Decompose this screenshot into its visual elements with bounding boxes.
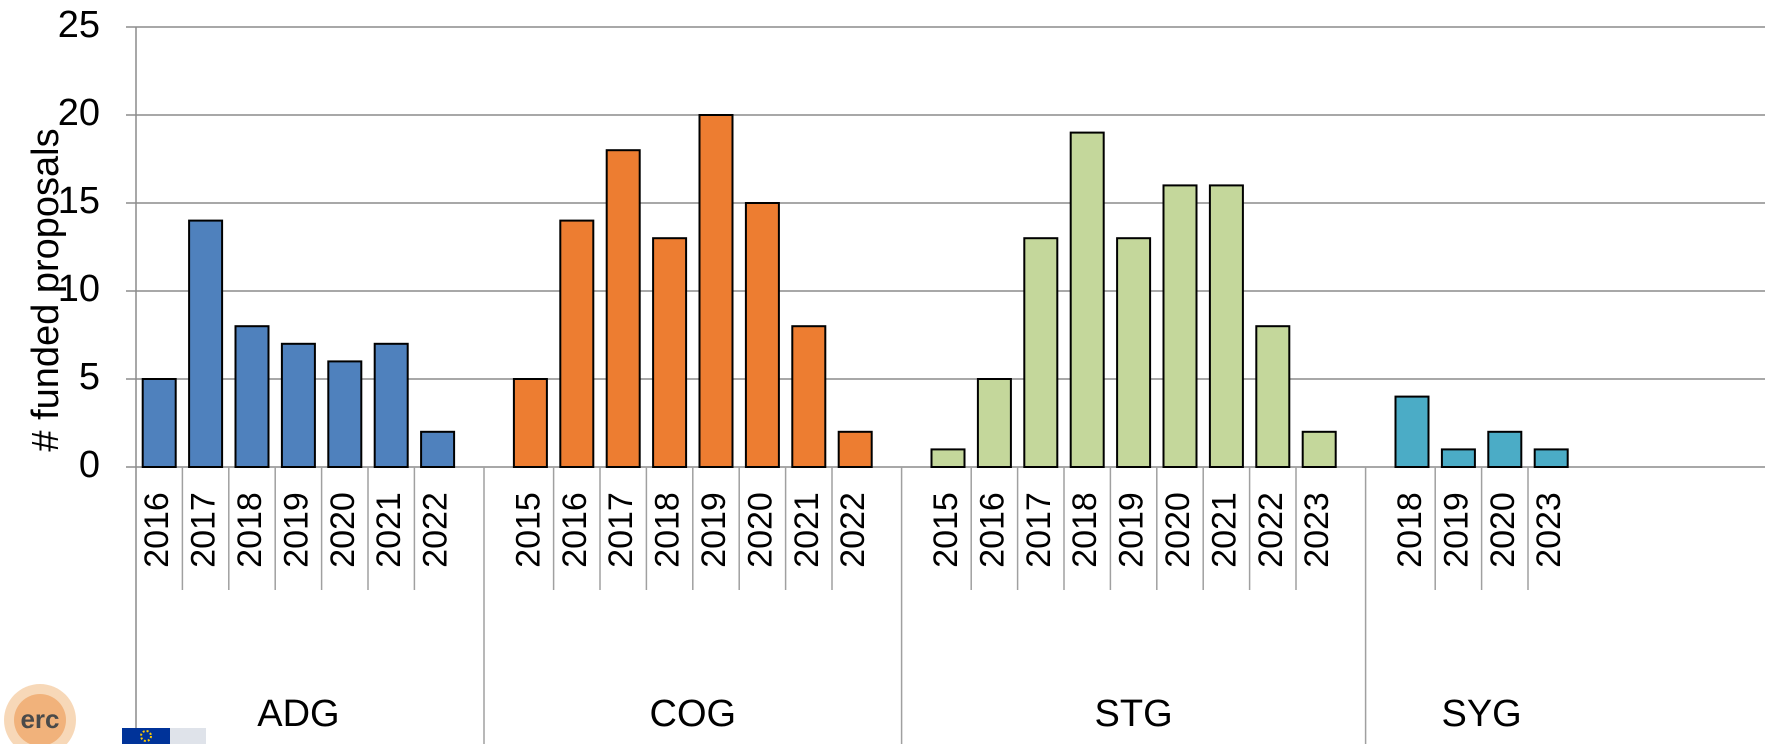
x-axis-ticks: 2016 2017 2018 2019 2020 2021 2022 2015 2016 2017… xyxy=(138,492,1568,568)
bar-cog-2017 xyxy=(605,149,641,468)
group-label-stg: STG xyxy=(1095,693,1173,735)
x-tick-label: 2021 xyxy=(1205,492,1243,568)
y-axis-ticks: 0 5 10 15 20 25 xyxy=(58,4,137,744)
bar-adg-2021 xyxy=(373,342,409,468)
erc-logo: erc xyxy=(4,684,76,744)
x-tick-label: 2020 xyxy=(1484,492,1522,568)
bar-adg-2020 xyxy=(327,360,363,468)
bar-adg-2016 xyxy=(141,378,177,468)
bar-stg-2017 xyxy=(1023,237,1059,468)
y-tick-label: 25 xyxy=(58,4,100,46)
x-tick-label: 2019 xyxy=(277,492,315,568)
eu-flag-icon xyxy=(122,728,206,744)
bar-adg-2019 xyxy=(280,342,316,468)
x-tick-label: 2018 xyxy=(649,492,687,568)
x-tick-label: 2019 xyxy=(1113,492,1151,568)
bar-adg-2022 xyxy=(420,430,456,468)
y-tick-label: 5 xyxy=(79,356,100,398)
x-tick-label: 2019 xyxy=(695,492,733,568)
bar-syg-2018 xyxy=(1394,395,1430,469)
x-tick-label: 2016 xyxy=(556,492,594,568)
bar-adg-2018 xyxy=(234,325,270,469)
x-tick-label: 2015 xyxy=(509,492,547,568)
x-tick-label: 2018 xyxy=(1066,492,1104,568)
x-tick-label: 2022 xyxy=(834,492,872,568)
bar-cog-2022 xyxy=(837,430,873,468)
x-tick-label: 2018 xyxy=(231,492,269,568)
erc-logo-text: erc xyxy=(20,704,59,734)
bar-cog-2021 xyxy=(791,325,827,469)
group-label-cog: COG xyxy=(650,693,737,735)
x-tick-label: 2023 xyxy=(1298,492,1336,568)
bar-cog-2019 xyxy=(698,114,734,468)
bar-cog-2018 xyxy=(652,237,688,468)
x-tick-label: 2016 xyxy=(973,492,1011,568)
x-tick-label: 2017 xyxy=(1020,492,1058,568)
bar-syg-2020 xyxy=(1487,430,1523,468)
x-tick-label: 2020 xyxy=(741,492,779,568)
bar-stg-2016 xyxy=(976,378,1012,468)
bar-stg-2021 xyxy=(1208,184,1244,468)
x-tick-label: 2021 xyxy=(788,492,826,568)
bar-stg-2019 xyxy=(1116,237,1152,468)
bar-cog-2015 xyxy=(512,378,548,468)
x-tick-label: 2022 xyxy=(417,492,455,568)
bar-cog-2020 xyxy=(744,202,780,468)
bar-cog-2016 xyxy=(559,219,595,468)
x-tick-label: 2019 xyxy=(1437,492,1475,568)
bar-stg-2018 xyxy=(1069,131,1105,468)
x-tick-label: 2022 xyxy=(1252,492,1290,568)
y-tick-label: 15 xyxy=(58,180,100,222)
bar-syg-2019 xyxy=(1440,448,1476,468)
bar-stg-2022 xyxy=(1255,325,1291,469)
group-separators xyxy=(181,467,1529,744)
x-tick-label: 2021 xyxy=(370,492,408,568)
x-tick-label: 2018 xyxy=(1391,492,1429,568)
bars xyxy=(141,114,1569,469)
group-label-adg: ADG xyxy=(257,693,339,735)
x-tick-label: 2020 xyxy=(1159,492,1197,568)
bar-stg-2015 xyxy=(930,448,966,468)
y-tick-label: 10 xyxy=(58,268,100,310)
x-tick-label: 2017 xyxy=(602,492,640,568)
y-tick-label: 20 xyxy=(58,92,100,134)
group-labels: ADG COG STG SYG xyxy=(257,693,1522,735)
bar-adg-2017 xyxy=(188,219,224,468)
x-tick-label: 2023 xyxy=(1530,492,1568,568)
bar-stg-2020 xyxy=(1162,184,1198,468)
bar-stg-2023 xyxy=(1301,430,1337,468)
bar-syg-2023 xyxy=(1533,448,1569,468)
y-axis-label: # funded proposals xyxy=(25,128,67,451)
y-tick-label: 0 xyxy=(79,444,100,486)
x-tick-label: 2015 xyxy=(927,492,965,568)
x-tick-label: 2016 xyxy=(138,492,176,568)
group-label-syg: SYG xyxy=(1441,693,1521,735)
x-tick-label: 2017 xyxy=(185,492,223,568)
x-tick-label: 2020 xyxy=(324,492,362,568)
